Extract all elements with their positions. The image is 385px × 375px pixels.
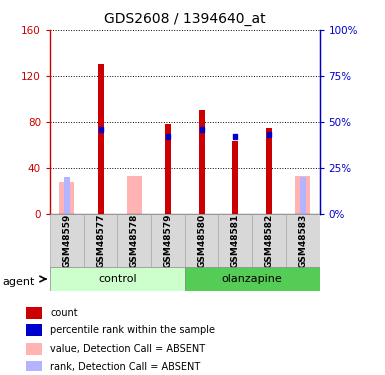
- Text: control: control: [98, 274, 137, 284]
- Bar: [295, 176, 310, 214]
- Bar: [219, 214, 252, 268]
- Text: GSM48578: GSM48578: [130, 214, 139, 268]
- Text: GSM48559: GSM48559: [62, 214, 71, 268]
- Bar: [286, 214, 320, 268]
- Text: rank, Detection Call = ABSENT: rank, Detection Call = ABSENT: [50, 362, 201, 372]
- Bar: [59, 182, 74, 214]
- Bar: [97, 64, 104, 214]
- Bar: [165, 124, 171, 214]
- Text: percentile rank within the sample: percentile rank within the sample: [50, 325, 216, 335]
- Bar: [233, 134, 237, 139]
- Bar: [300, 177, 306, 214]
- Bar: [26, 307, 42, 319]
- Bar: [127, 176, 142, 214]
- Bar: [26, 361, 42, 373]
- Bar: [166, 134, 170, 139]
- Bar: [252, 214, 286, 268]
- Bar: [99, 127, 102, 132]
- Text: count: count: [50, 308, 78, 318]
- Bar: [26, 343, 42, 355]
- Bar: [117, 214, 151, 268]
- Bar: [267, 132, 271, 137]
- Bar: [185, 214, 219, 268]
- Text: olanzapine: olanzapine: [222, 274, 283, 284]
- Title: GDS2608 / 1394640_at: GDS2608 / 1394640_at: [104, 12, 266, 26]
- Text: GSM48583: GSM48583: [298, 214, 307, 268]
- Bar: [50, 267, 185, 291]
- Bar: [84, 214, 117, 268]
- Text: value, Detection Call = ABSENT: value, Detection Call = ABSENT: [50, 344, 206, 354]
- Text: GSM48579: GSM48579: [164, 214, 172, 268]
- Bar: [199, 127, 204, 132]
- Text: GSM48582: GSM48582: [264, 214, 273, 268]
- Text: agent: agent: [2, 277, 34, 287]
- Text: GSM48580: GSM48580: [197, 214, 206, 268]
- Bar: [232, 141, 238, 214]
- Bar: [185, 267, 320, 291]
- Bar: [199, 110, 205, 214]
- Text: GSM48577: GSM48577: [96, 214, 105, 268]
- Bar: [26, 324, 42, 336]
- Bar: [50, 214, 84, 268]
- Text: GSM48581: GSM48581: [231, 214, 240, 268]
- Bar: [64, 177, 70, 214]
- Bar: [266, 128, 272, 214]
- Bar: [151, 214, 185, 268]
